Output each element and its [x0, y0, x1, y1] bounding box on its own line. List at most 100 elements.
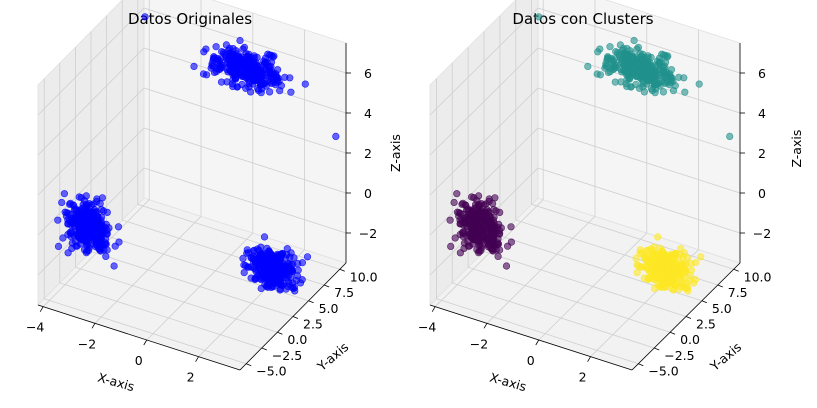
- data-point: [655, 283, 664, 291]
- data-point: [60, 190, 69, 198]
- scatter-points: [446, 13, 734, 295]
- data-point: [640, 88, 649, 96]
- data-point: [675, 73, 683, 81]
- data-point: [479, 232, 487, 240]
- data-point: [593, 70, 601, 78]
- data-point: [243, 249, 251, 257]
- data-point: [535, 13, 543, 21]
- data-point: [289, 284, 297, 293]
- y-axis-label: Y-axis: [314, 339, 352, 374]
- data-point: [75, 193, 83, 201]
- data-point: [190, 62, 198, 71]
- data-point: [683, 254, 691, 262]
- data-point: [618, 46, 627, 54]
- data-point: [281, 73, 289, 81]
- data-point: [489, 227, 497, 235]
- data-point: [64, 209, 72, 217]
- data-point: [78, 214, 86, 222]
- data-point: [669, 87, 678, 95]
- panel-datos-originales: Datos Originales −4 −2 0 2 −5.0−2.50.02.55.0…: [26, 0, 403, 394]
- z-tick-label: 0: [364, 186, 372, 201]
- data-point: [242, 84, 250, 92]
- x-tick-label: −2: [470, 336, 488, 351]
- data-point: [654, 233, 662, 241]
- data-point: [488, 235, 496, 243]
- data-point: [269, 68, 277, 76]
- data-point: [633, 269, 641, 277]
- y-tick-label: 10.0: [744, 269, 772, 284]
- data-point: [502, 262, 511, 270]
- data-point: [332, 132, 340, 140]
- data-point: [610, 55, 619, 63]
- data-point: [285, 278, 293, 286]
- data-point: [240, 269, 248, 277]
- data-point: [224, 68, 232, 76]
- y-tick-label: −5.0: [648, 364, 678, 379]
- data-point: [244, 52, 252, 60]
- data-point: [618, 68, 626, 76]
- data-point: [456, 249, 465, 257]
- data-point: [64, 216, 72, 224]
- x-tick-label: 2: [579, 370, 587, 385]
- chart-title: Datos Originales: [128, 10, 252, 28]
- data-point: [456, 209, 464, 217]
- data-point: [602, 62, 610, 70]
- data-point: [229, 61, 237, 69]
- z-tick-label: −2: [753, 226, 771, 241]
- data-point: [256, 258, 264, 266]
- y-tick-label: −5.0: [256, 364, 286, 379]
- data-point: [653, 79, 661, 87]
- data-point: [273, 254, 282, 262]
- data-point: [647, 84, 656, 93]
- data-point: [95, 235, 104, 243]
- x-axis-label: X-axis: [488, 370, 528, 395]
- data-point: [64, 249, 72, 257]
- data-point: [245, 263, 253, 271]
- data-point: [611, 78, 619, 86]
- data-point: [86, 241, 94, 249]
- y-tick-label: 0.0: [287, 332, 307, 347]
- data-point: [447, 242, 455, 250]
- data-point: [504, 242, 512, 250]
- data-point: [70, 201, 78, 210]
- data-point: [635, 84, 644, 92]
- data-point: [470, 214, 478, 222]
- x-tick-label: 0: [135, 353, 143, 368]
- data-point: [252, 274, 260, 282]
- axes-panes: [429, 0, 741, 371]
- data-point: [97, 227, 105, 235]
- y-tick-label: 5.0: [319, 301, 339, 316]
- data-point: [494, 239, 502, 247]
- data-point: [644, 274, 653, 282]
- y-axis-label: Y-axis: [706, 339, 744, 374]
- data-point: [647, 264, 655, 272]
- z-tick-label: 4: [758, 106, 766, 121]
- data-point: [76, 220, 84, 228]
- chart-title: Datos con Clusters: [512, 10, 653, 28]
- data-point: [485, 241, 493, 249]
- data-point: [247, 88, 255, 96]
- data-point: [54, 216, 62, 224]
- data-point: [446, 216, 454, 224]
- data-point: [680, 265, 688, 274]
- data-point: [659, 88, 668, 96]
- data-point: [254, 264, 262, 272]
- data-point: [664, 269, 672, 277]
- data-point: [77, 231, 85, 239]
- data-point: [239, 45, 247, 53]
- data-point: [594, 48, 602, 56]
- data-point: [217, 78, 226, 86]
- data-point: [92, 241, 100, 249]
- data-point: [633, 45, 641, 53]
- data-point: [469, 231, 477, 239]
- data-point: [212, 43, 220, 51]
- data-point: [623, 61, 631, 69]
- x-tick-label: −4: [418, 320, 436, 335]
- data-point: [236, 36, 244, 45]
- data-point: [287, 265, 295, 274]
- data-point: [82, 192, 90, 200]
- data-point: [54, 242, 63, 250]
- data-point: [225, 46, 233, 54]
- data-point: [259, 79, 267, 87]
- data-point: [141, 13, 149, 21]
